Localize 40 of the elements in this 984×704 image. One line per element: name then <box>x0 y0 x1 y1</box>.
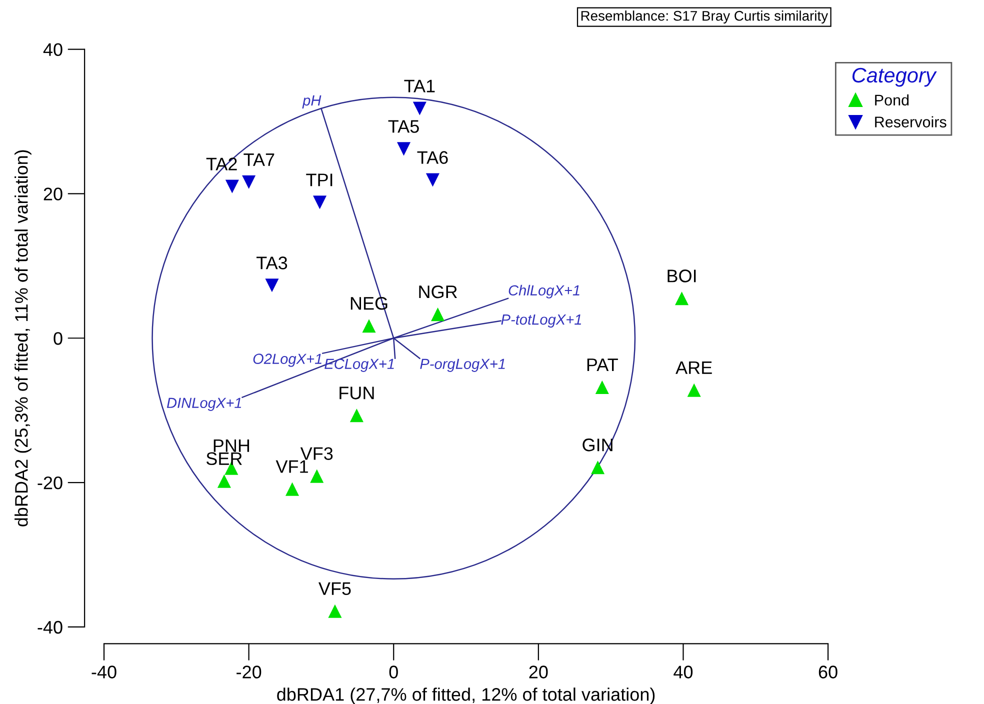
x-tick-label: 60 <box>818 666 838 678</box>
y-tick-label: 20 <box>44 188 62 200</box>
annotation: TA5 <box>388 120 419 133</box>
x-tick-label: -40 <box>92 666 116 678</box>
x-tick-label: 0 <box>389 666 398 678</box>
annotation: TA1 <box>404 80 435 92</box>
legend-label: Pond <box>875 94 909 106</box>
annotation: VF5 <box>318 582 351 596</box>
y-tick-label: -20 <box>38 476 62 490</box>
x-axis-title: dbRDA1 (27,7% of fitted, 12% of total variation) <box>277 688 655 704</box>
legend-title: Category <box>852 68 937 87</box>
series-label: pH <box>302 95 322 108</box>
y-tick-label: 40 <box>43 43 62 56</box>
annotation: FUN <box>340 386 374 400</box>
annotation: VF1 <box>276 460 308 473</box>
series-label: DINLogX+1 <box>166 398 242 411</box>
annotation: TA7 <box>244 153 274 166</box>
series-label: O2LogX+1 <box>253 354 322 367</box>
annotation: ARE <box>676 361 712 374</box>
y-tick-label: -40 <box>38 620 62 634</box>
annotation: VF3 <box>300 447 333 460</box>
annotation: BOI <box>668 270 696 282</box>
series-label: ECLogX+1 <box>324 358 394 372</box>
annotation: PNH <box>214 439 250 452</box>
text: Resemblance: S17 Bray Curtis similarity <box>581 10 828 24</box>
x-tick-label: 20 <box>529 666 548 678</box>
annotation: TA6 <box>417 151 448 164</box>
y-tick-label: 0 <box>54 332 62 345</box>
annotation: SER <box>206 452 242 466</box>
series-label: ChlLogX+1 <box>508 284 580 298</box>
annotation: PAT <box>587 358 618 371</box>
series-label: P-orgLogX+1 <box>420 358 505 372</box>
annotation: TA3 <box>256 256 288 270</box>
legend-label: Reservoirs <box>875 116 946 128</box>
y-axis-title: dbRDA2 (25,3% of fitted, 11% of total variation) <box>14 150 32 526</box>
annotation: TPI <box>306 174 332 186</box>
x-tick-label: -20 <box>236 666 262 678</box>
x-tick-label: 40 <box>674 666 693 678</box>
series-label: P-totLogX+1 <box>501 314 582 328</box>
annotation: NGR <box>419 285 458 298</box>
